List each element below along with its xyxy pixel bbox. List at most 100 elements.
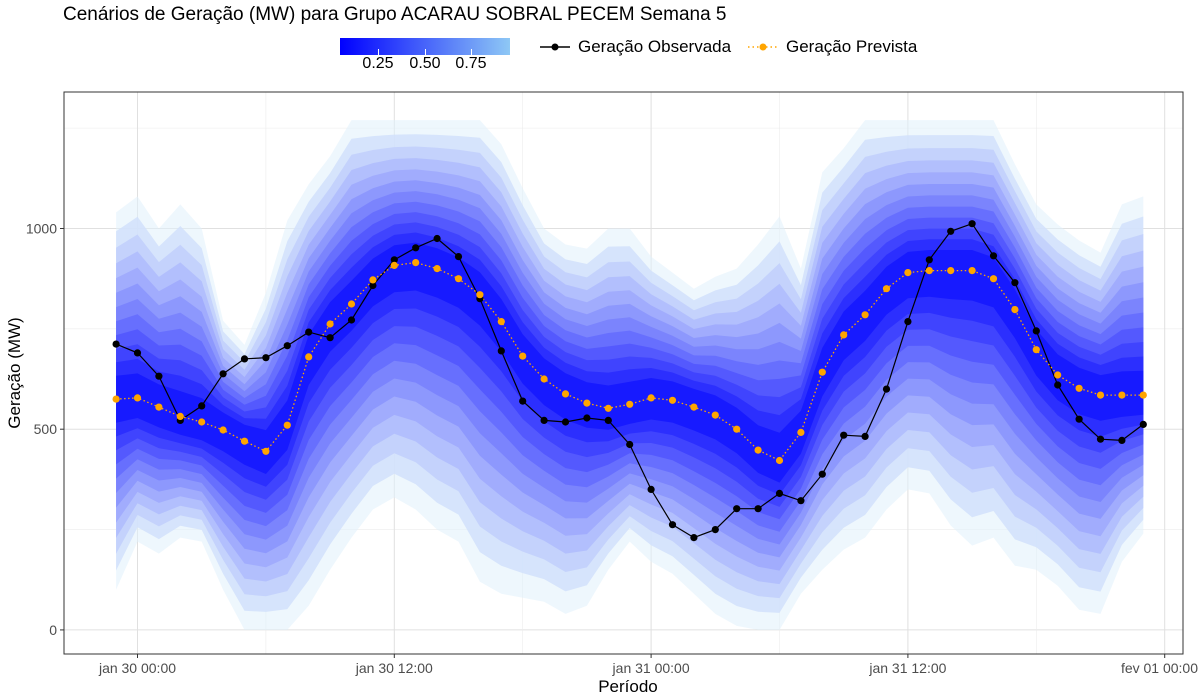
data-point-observada <box>155 372 163 380</box>
data-point-prevista <box>497 318 505 326</box>
data-point-observada <box>754 505 762 513</box>
data-point-observada <box>283 342 291 350</box>
data-point-observada <box>433 234 441 243</box>
data-point-prevista <box>583 399 591 407</box>
data-point-observada <box>647 485 655 493</box>
data-point-observada <box>497 347 505 355</box>
data-point-observada <box>369 281 377 290</box>
data-point-prevista <box>1054 371 1062 379</box>
legend-label-observada: Geração Observada <box>578 37 732 56</box>
data-point-prevista <box>1011 306 1019 314</box>
data-point-observada <box>733 505 741 513</box>
data-point-prevista <box>369 276 377 284</box>
data-point-observada <box>1118 436 1126 444</box>
data-point-observada <box>412 244 420 252</box>
data-point-observada <box>1096 435 1105 443</box>
data-point-prevista <box>925 267 933 275</box>
colorbar-tick-label: 0.50 <box>409 55 441 72</box>
data-point-prevista <box>818 368 826 376</box>
data-point-observada <box>861 432 869 440</box>
data-point-observada <box>262 354 270 362</box>
data-point-prevista <box>1032 346 1040 354</box>
data-point-prevista <box>861 311 869 319</box>
data-point-prevista <box>262 447 270 455</box>
data-point-prevista <box>326 320 334 328</box>
x-tick-label: jan 31 12:00 <box>868 660 946 676</box>
data-point-observada <box>454 253 463 261</box>
data-point-prevista <box>347 300 356 308</box>
data-point-prevista <box>733 425 741 433</box>
data-point-observada <box>1011 279 1019 287</box>
legend-swatch-prevista <box>748 43 778 51</box>
scenario-band <box>116 120 1144 630</box>
data-point-observada <box>133 349 142 357</box>
data-point-observada <box>882 385 891 393</box>
colorbar-tickmark <box>378 49 379 55</box>
data-point-prevista <box>219 426 227 434</box>
data-point-observada <box>775 489 784 497</box>
data-point-prevista <box>112 395 120 403</box>
data-point-observada <box>1054 381 1062 389</box>
data-point-observada <box>1139 420 1147 428</box>
data-point-prevista <box>604 404 612 412</box>
data-point-observada <box>326 334 334 342</box>
data-point-prevista <box>904 269 912 277</box>
x-tick-label: jan 30 00:00 <box>98 660 176 676</box>
data-point-observada <box>904 318 912 326</box>
y-tick-label: 1000 <box>26 220 57 236</box>
data-point-observada <box>818 470 826 478</box>
colorbar-tick-label: 0.25 <box>362 55 394 72</box>
plot-panel-border <box>63 91 1184 655</box>
data-point-prevista <box>155 403 163 411</box>
data-point-observada <box>1032 327 1040 335</box>
data-point-prevista <box>198 418 206 426</box>
data-point-prevista <box>882 285 891 293</box>
data-point-prevista <box>519 352 527 360</box>
data-point-observada <box>540 416 548 424</box>
x-tick-label: jan 31 00:00 <box>612 660 690 676</box>
colorbar-tickmark <box>471 49 472 55</box>
data-point-prevista <box>797 428 805 436</box>
data-point-observada <box>989 252 998 260</box>
data-point-prevista <box>454 275 463 283</box>
data-point-observada <box>240 355 249 363</box>
data-point-observada <box>797 497 805 505</box>
data-point-observada <box>947 227 955 235</box>
colorbar-legend <box>340 38 510 55</box>
data-point-prevista <box>305 353 313 361</box>
data-point-prevista <box>840 331 848 339</box>
y-tick-label: 0 <box>49 622 57 638</box>
data-point-prevista <box>754 446 762 454</box>
x-tick-label: jan 30 12:00 <box>355 660 433 676</box>
data-point-prevista <box>412 259 420 267</box>
data-point-observada <box>305 328 313 336</box>
data-point-observada <box>561 418 570 426</box>
data-point-observada <box>347 316 356 324</box>
chart-title: Cenários de Geração (MW) para Grupo ACAR… <box>63 4 727 25</box>
data-point-prevista <box>133 394 142 402</box>
data-point-observada <box>690 534 698 542</box>
data-point-prevista <box>390 261 398 269</box>
x-tick-label: fev 01 00:00 <box>1121 660 1198 676</box>
y-tick-label: 500 <box>34 421 58 437</box>
legend-label-prevista: Geração Prevista <box>786 37 918 56</box>
data-point-prevista <box>668 396 677 404</box>
data-point-observada <box>219 370 227 378</box>
data-point-prevista <box>433 265 441 273</box>
data-point-prevista <box>947 267 955 275</box>
data-point-prevista <box>968 267 976 275</box>
data-point-prevista <box>476 291 484 299</box>
y-axis-label: Geração (MW) <box>5 317 24 428</box>
data-point-observada <box>711 526 719 534</box>
axes: 0 500 1000 jan 30 00:00 jan 30 12:00 jan 31 0… <box>26 220 1198 676</box>
data-point-prevista <box>561 390 570 398</box>
data-point-prevista <box>176 412 184 420</box>
data-point-prevista <box>240 437 249 445</box>
legend: 0.25 0.50 0.75 Geração Observada Geração… <box>340 36 960 80</box>
data-point-observada <box>604 416 612 424</box>
colorbar-tickmark <box>425 49 426 55</box>
data-point-prevista <box>647 394 655 402</box>
data-point-prevista <box>989 275 998 283</box>
data-point-prevista <box>1075 384 1083 392</box>
